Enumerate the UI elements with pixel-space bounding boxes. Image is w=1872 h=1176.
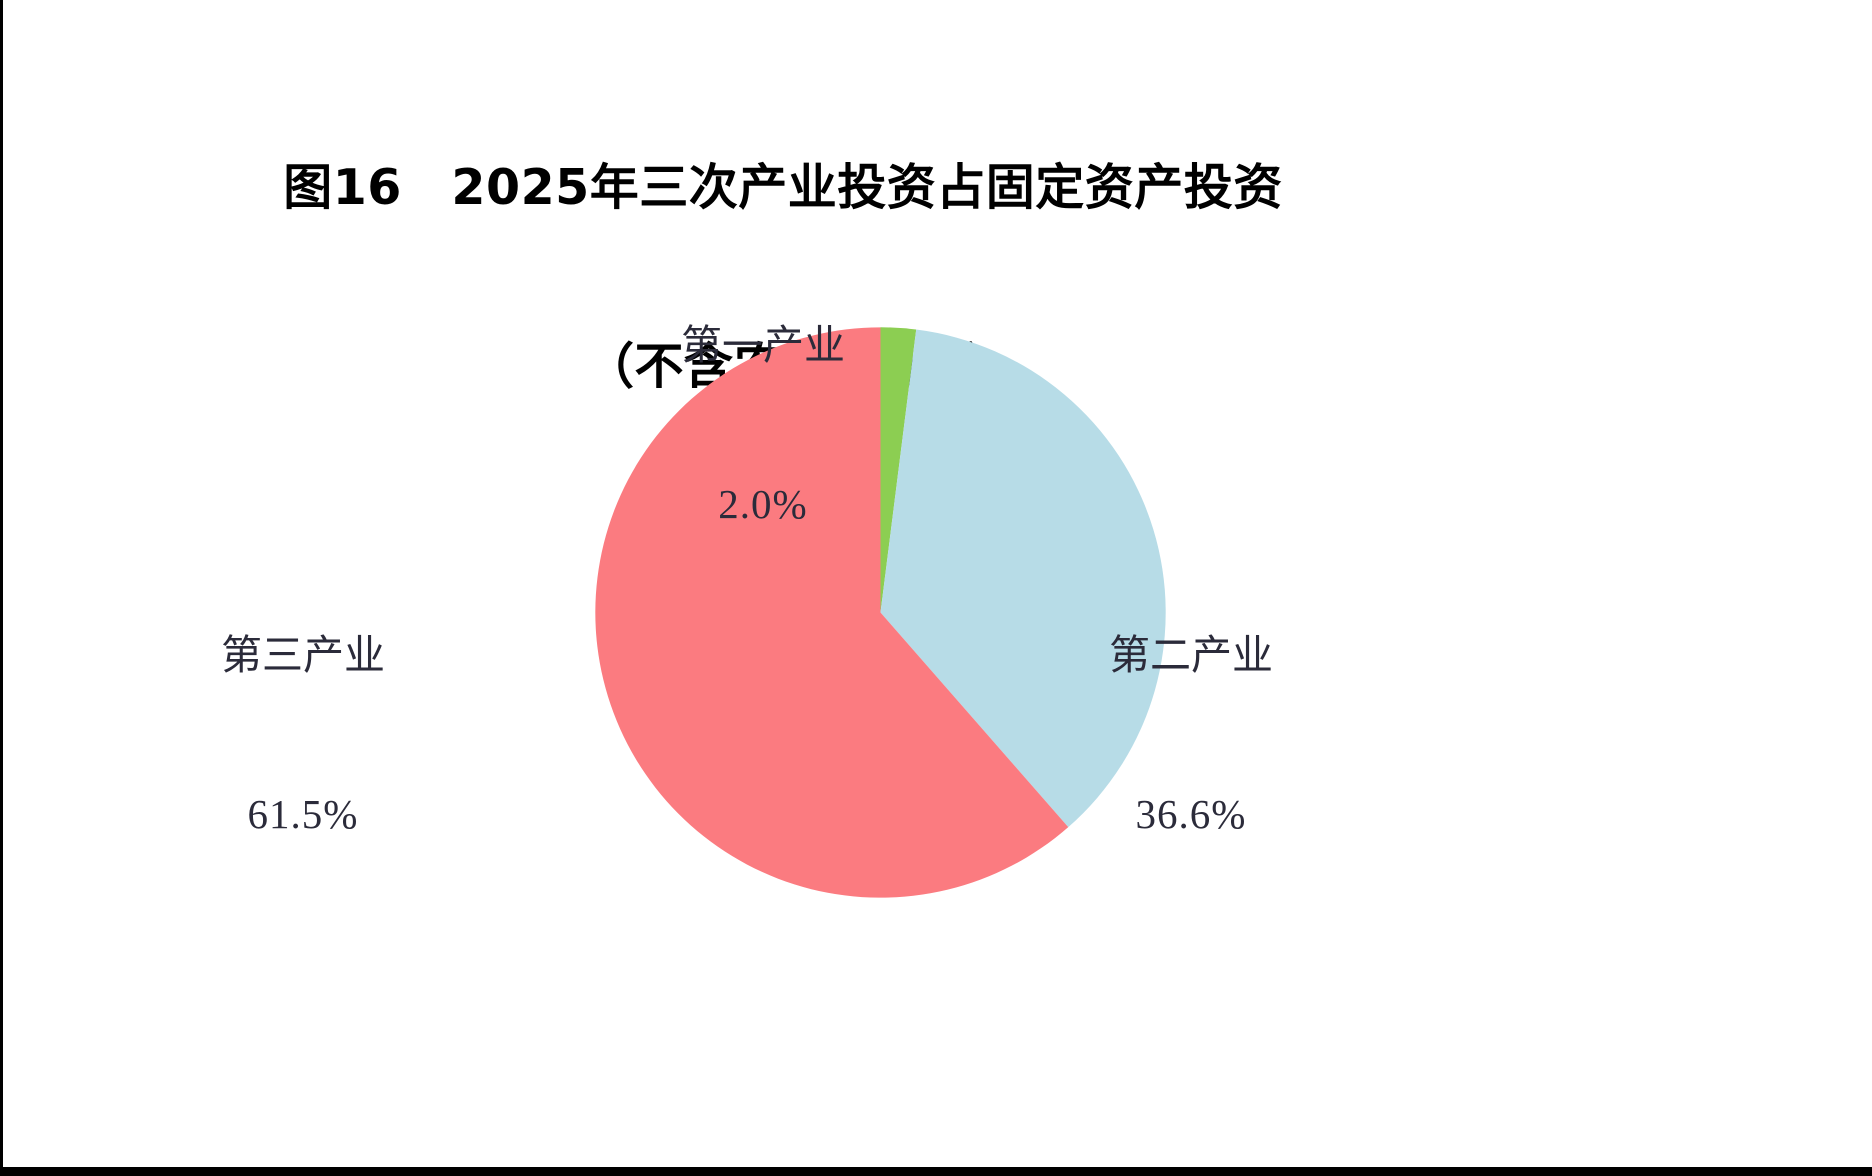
slice-label-primary-name: 第一产业 bbox=[681, 321, 845, 368]
pie-chart: 第一产业 2.0% 第二产业 36.6% 第三产业 61.5% bbox=[3, 0, 1563, 1167]
pie-slice-secondary bbox=[880, 329, 1166, 828]
pie-slice-tertiary bbox=[595, 327, 1069, 898]
slice-label-tertiary: 第三产业 61.5% bbox=[163, 522, 443, 948]
pie-slice-primary bbox=[880, 327, 917, 613]
title-line-1: 图16 2025年三次产业投资占固定资产投资 bbox=[283, 158, 1283, 216]
slice-label-tertiary-name: 第三产业 bbox=[221, 631, 385, 678]
slice-label-primary: 第一产业 2.0% bbox=[623, 212, 903, 638]
slice-label-secondary-name: 第二产业 bbox=[1109, 631, 1273, 678]
pie-svg bbox=[595, 327, 1166, 898]
slice-label-secondary-value: 36.6% bbox=[1135, 791, 1247, 838]
slice-label-primary-value: 2.0% bbox=[718, 481, 808, 528]
slice-label-tertiary-value: 61.5% bbox=[247, 791, 359, 838]
slice-label-secondary: 第二产业 36.6% bbox=[1051, 522, 1331, 948]
